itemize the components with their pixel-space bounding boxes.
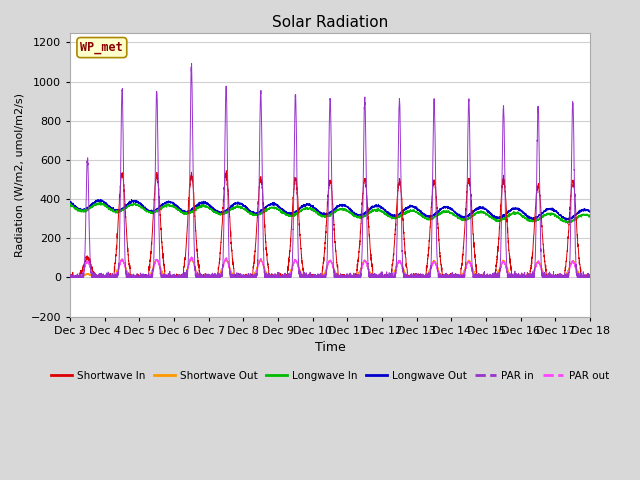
Title: Solar Radiation: Solar Radiation [272,15,388,30]
Text: WP_met: WP_met [81,41,124,54]
Legend: Shortwave In, Shortwave Out, Longwave In, Longwave Out, PAR in, PAR out: Shortwave In, Shortwave Out, Longwave In… [47,367,613,385]
Y-axis label: Radiation (W/m2, umol/m2/s): Radiation (W/m2, umol/m2/s) [15,93,25,256]
X-axis label: Time: Time [315,341,346,354]
